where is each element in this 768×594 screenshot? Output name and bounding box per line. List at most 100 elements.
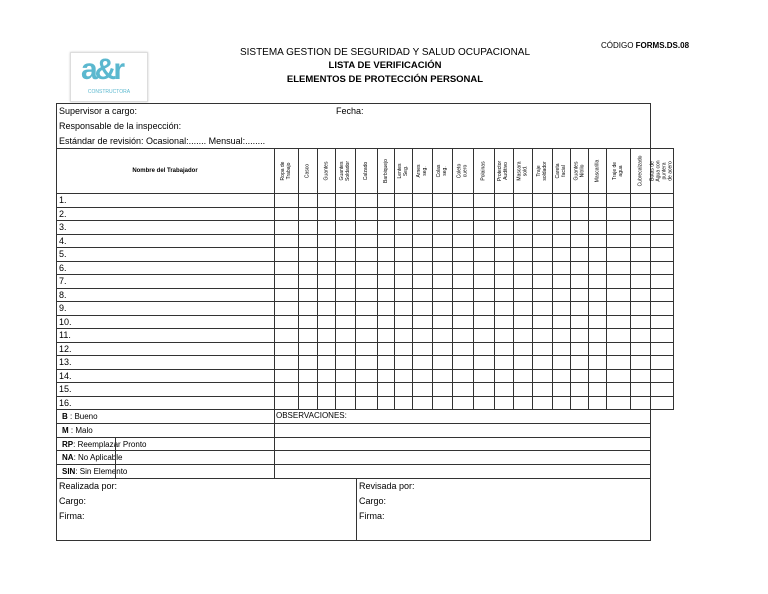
check-cell[interactable] <box>356 397 376 409</box>
check-cell[interactable] <box>651 356 672 368</box>
check-cell[interactable] <box>474 262 493 274</box>
check-cell[interactable] <box>318 302 334 314</box>
check-cell[interactable] <box>589 248 605 260</box>
check-cell[interactable] <box>571 316 587 328</box>
check-cell[interactable] <box>589 343 605 355</box>
check-cell[interactable] <box>413 289 431 301</box>
check-cell[interactable] <box>553 235 569 247</box>
check-cell[interactable] <box>631 316 649 328</box>
check-cell[interactable] <box>413 356 431 368</box>
check-cell[interactable] <box>299 275 316 287</box>
check-cell[interactable] <box>433 289 451 301</box>
check-cell[interactable] <box>433 208 451 220</box>
check-cell[interactable] <box>495 383 512 395</box>
check-cell[interactable] <box>607 383 629 395</box>
check-cell[interactable] <box>395 235 411 247</box>
check-cell[interactable] <box>474 248 493 260</box>
check-cell[interactable] <box>378 397 393 409</box>
check-cell[interactable] <box>607 356 629 368</box>
check-cell[interactable] <box>378 275 393 287</box>
check-cell[interactable] <box>275 208 297 220</box>
check-cell[interactable] <box>533 221 551 233</box>
check-cell[interactable] <box>275 302 297 314</box>
estandar-field[interactable]: Estándar de revisión: Ocasional:....... … <box>59 136 266 146</box>
check-cell[interactable] <box>474 302 493 314</box>
check-cell[interactable] <box>378 383 393 395</box>
check-cell[interactable] <box>495 397 512 409</box>
check-cell[interactable] <box>395 221 411 233</box>
check-cell[interactable] <box>318 289 334 301</box>
check-cell[interactable] <box>395 275 411 287</box>
check-cell[interactable] <box>651 329 672 341</box>
check-cell[interactable] <box>336 329 354 341</box>
check-cell[interactable] <box>514 397 531 409</box>
check-cell[interactable] <box>514 302 531 314</box>
check-cell[interactable] <box>495 356 512 368</box>
check-cell[interactable] <box>378 329 393 341</box>
check-cell[interactable] <box>395 370 411 382</box>
check-cell[interactable] <box>356 383 376 395</box>
check-cell[interactable] <box>356 289 376 301</box>
check-cell[interactable] <box>589 275 605 287</box>
check-cell[interactable] <box>607 329 629 341</box>
check-cell[interactable] <box>433 235 451 247</box>
check-cell[interactable] <box>318 343 334 355</box>
check-cell[interactable] <box>336 316 354 328</box>
check-cell[interactable] <box>589 329 605 341</box>
check-cell[interactable] <box>631 343 649 355</box>
check-cell[interactable] <box>651 248 672 260</box>
check-cell[interactable] <box>275 343 297 355</box>
check-cell[interactable] <box>631 356 649 368</box>
check-cell[interactable] <box>589 316 605 328</box>
check-cell[interactable] <box>495 275 512 287</box>
check-cell[interactable] <box>453 194 472 206</box>
check-cell[interactable] <box>318 221 334 233</box>
check-cell[interactable] <box>336 248 354 260</box>
check-cell[interactable] <box>413 343 431 355</box>
check-cell[interactable] <box>607 302 629 314</box>
check-cell[interactable] <box>395 316 411 328</box>
check-cell[interactable] <box>571 302 587 314</box>
check-cell[interactable] <box>474 370 493 382</box>
check-cell[interactable] <box>571 235 587 247</box>
check-cell[interactable] <box>395 397 411 409</box>
check-cell[interactable] <box>495 248 512 260</box>
check-cell[interactable] <box>378 262 393 274</box>
check-cell[interactable] <box>553 248 569 260</box>
check-cell[interactable] <box>607 316 629 328</box>
check-cell[interactable] <box>533 194 551 206</box>
check-cell[interactable] <box>607 289 629 301</box>
check-cell[interactable] <box>474 397 493 409</box>
check-cell[interactable] <box>495 262 512 274</box>
check-cell[interactable] <box>413 235 431 247</box>
check-cell[interactable] <box>474 208 493 220</box>
check-cell[interactable] <box>514 262 531 274</box>
check-cell[interactable] <box>607 397 629 409</box>
check-cell[interactable] <box>553 397 569 409</box>
check-cell[interactable] <box>607 248 629 260</box>
check-cell[interactable] <box>474 235 493 247</box>
check-cell[interactable] <box>275 370 297 382</box>
check-cell[interactable] <box>533 397 551 409</box>
check-cell[interactable] <box>275 235 297 247</box>
check-cell[interactable] <box>514 383 531 395</box>
check-cell[interactable] <box>433 356 451 368</box>
check-cell[interactable] <box>413 397 431 409</box>
check-cell[interactable] <box>571 397 587 409</box>
check-cell[interactable] <box>651 235 672 247</box>
check-cell[interactable] <box>299 329 316 341</box>
check-cell[interactable] <box>495 208 512 220</box>
check-cell[interactable] <box>318 316 334 328</box>
check-cell[interactable] <box>514 329 531 341</box>
check-cell[interactable] <box>474 289 493 301</box>
check-cell[interactable] <box>514 248 531 260</box>
check-cell[interactable] <box>275 356 297 368</box>
check-cell[interactable] <box>533 208 551 220</box>
check-cell[interactable] <box>413 248 431 260</box>
check-cell[interactable] <box>571 275 587 287</box>
check-cell[interactable] <box>514 235 531 247</box>
check-cell[interactable] <box>378 221 393 233</box>
check-cell[interactable] <box>453 397 472 409</box>
check-cell[interactable] <box>356 221 376 233</box>
check-cell[interactable] <box>299 397 316 409</box>
